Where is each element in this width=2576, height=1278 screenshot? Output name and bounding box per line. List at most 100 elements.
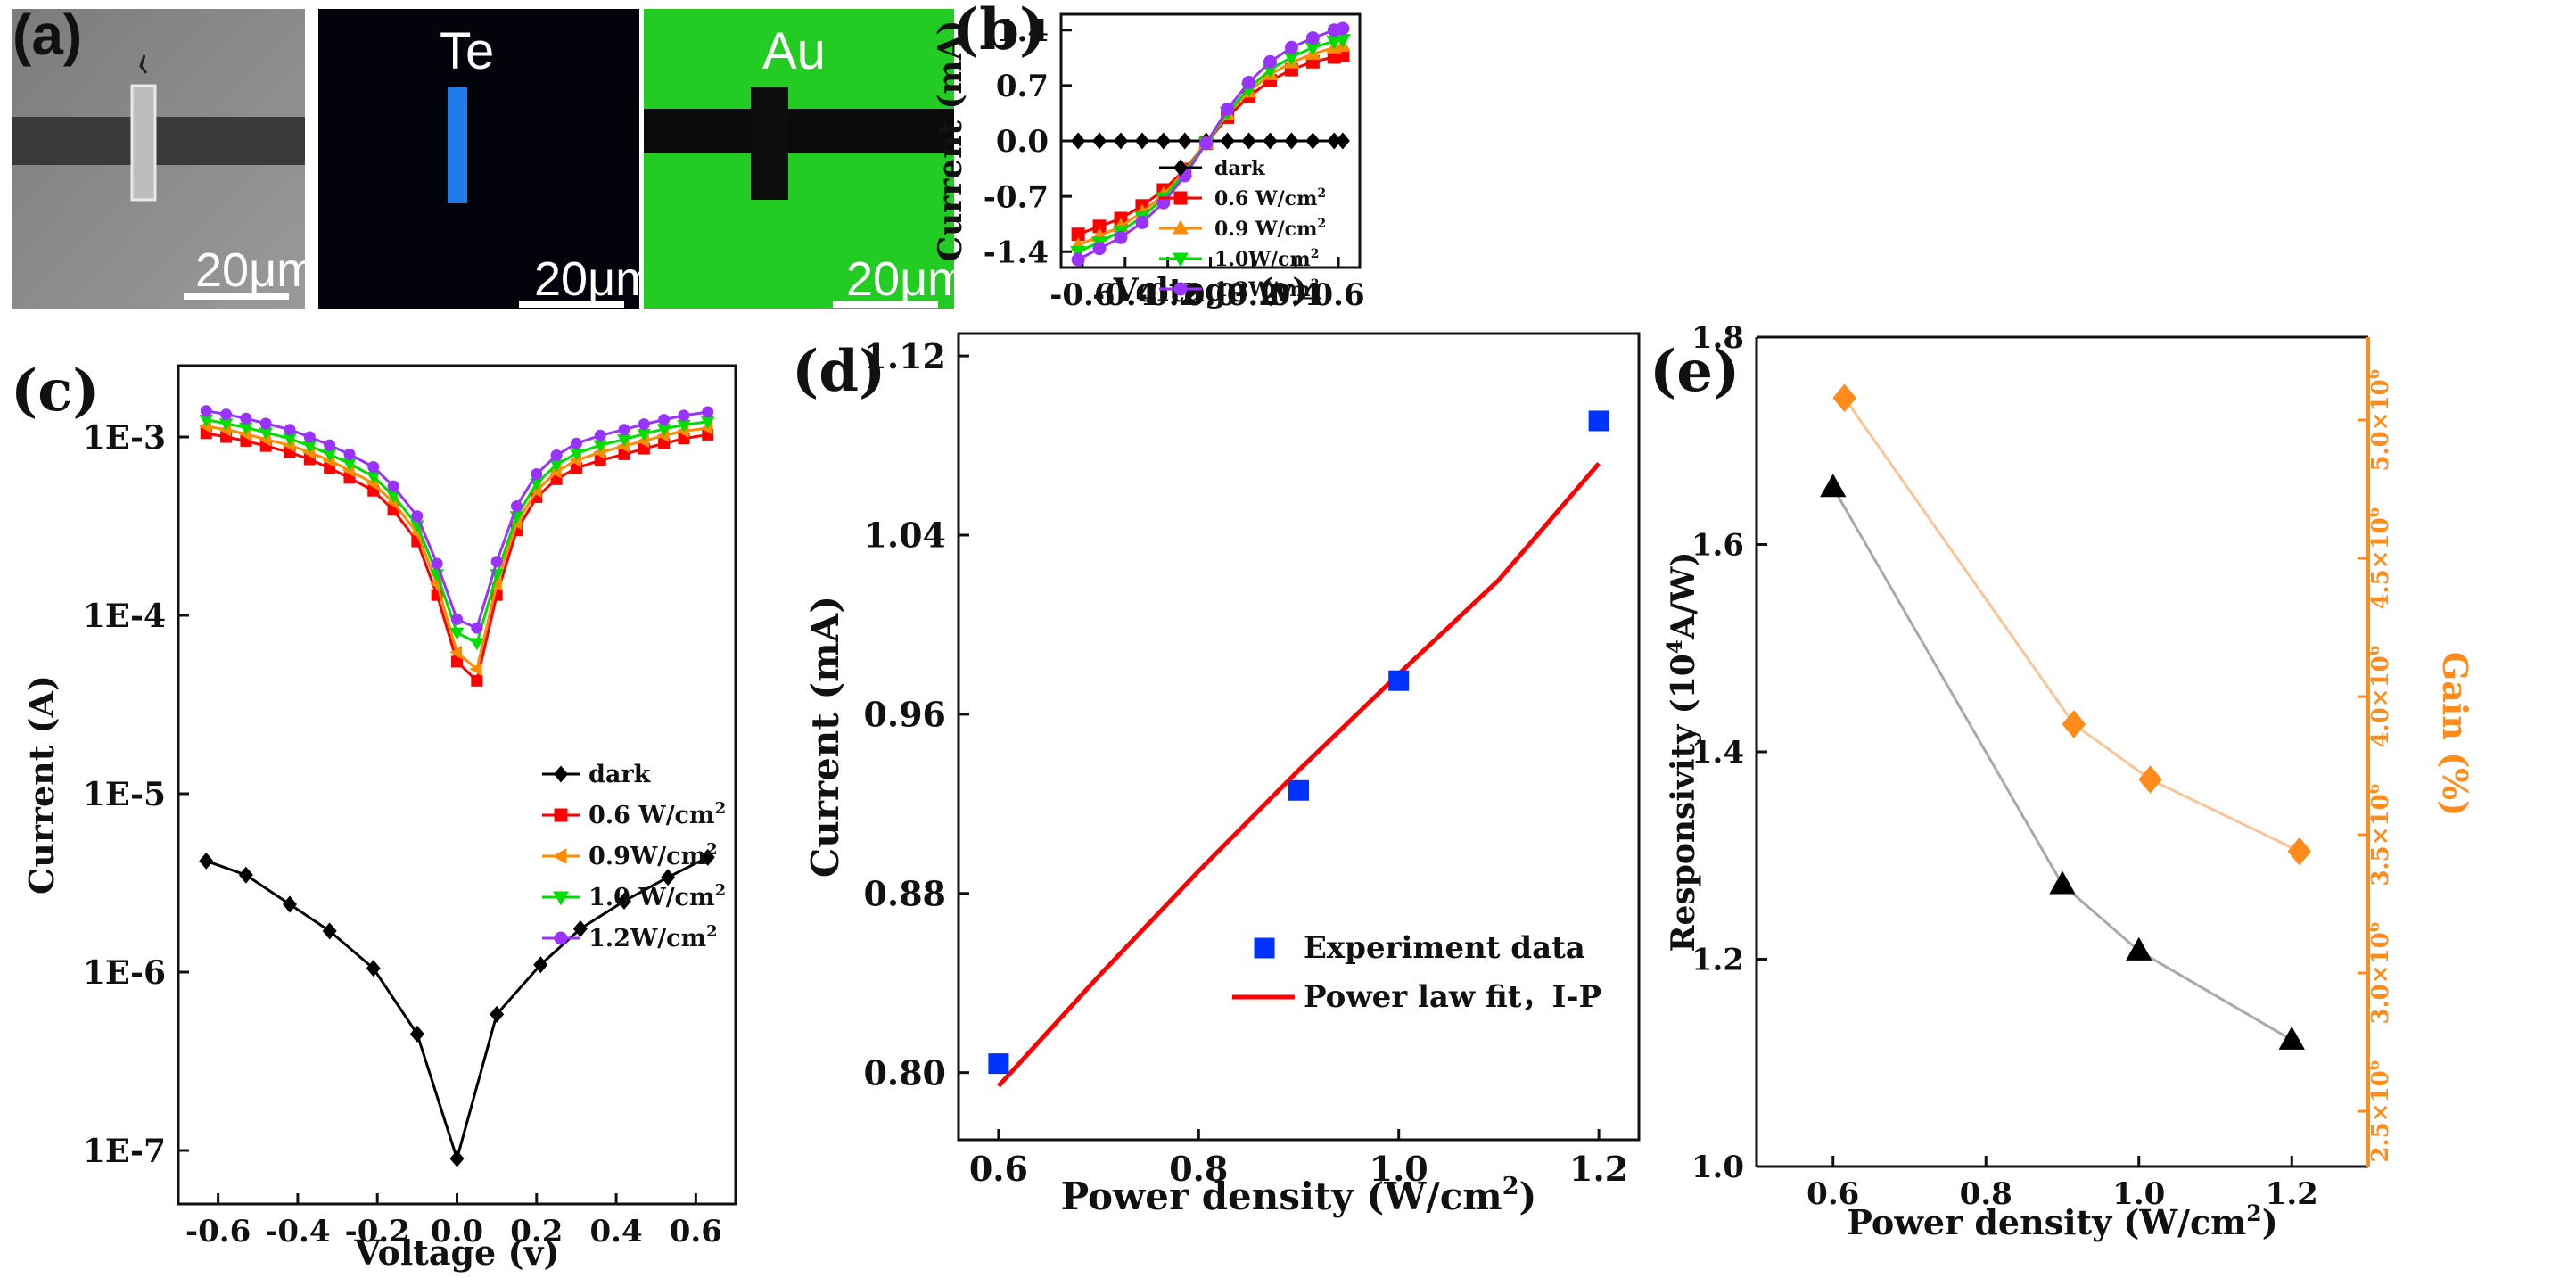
x-axis-label: Voltage (v) [354, 1233, 560, 1273]
data-point [1113, 132, 1129, 150]
x-tick-label: 0.2 [1227, 277, 1280, 313]
x-tick-label: 0.8 [1169, 1149, 1228, 1189]
y-tick-label: 1.12 [863, 336, 946, 376]
x-tick-label: 0.6 [969, 1149, 1028, 1189]
data-point [1336, 21, 1350, 36]
plot-frame [957, 332, 1641, 1142]
x-tick-label: 0.4 [589, 1214, 642, 1249]
legend-label: Experiment data [1304, 930, 1585, 966]
data-point [988, 1053, 1009, 1075]
data-point [661, 869, 676, 886]
data-point [510, 499, 523, 512]
sem-image: 20μm [12, 9, 305, 309]
data-point [1241, 132, 1256, 150]
x-tick-label: -0.2 [345, 1214, 410, 1249]
data-point [220, 408, 233, 421]
data-point [618, 424, 630, 436]
data-point [303, 431, 316, 443]
y-tick-label: 0.7 [996, 69, 1049, 104]
data-point [1092, 242, 1107, 256]
x-tick-label: 0.6 [1806, 1176, 1859, 1212]
data-point [1284, 132, 1299, 150]
y-tick-label: 1.8 [1691, 320, 1744, 356]
legend-label: 0.9W/cm2 [588, 840, 718, 870]
y-axis-label: Current (A) [21, 675, 62, 895]
data-point [616, 892, 632, 910]
y2-tick-label: 3.5×106 [2366, 783, 2394, 886]
x-tick-label: 0.6 [670, 1214, 722, 1249]
gain-point [1832, 383, 1856, 412]
legend-marker [552, 848, 567, 864]
data-point [1263, 54, 1277, 69]
x-tick-label: 0.0 [431, 1214, 483, 1249]
data-point [1156, 132, 1171, 150]
data-point [387, 480, 399, 492]
data-point [1134, 132, 1149, 150]
x-axis-label: Voltage (v) [1113, 272, 1308, 309]
data-point [431, 557, 443, 570]
panel-label-b: (b) [952, 0, 1046, 63]
data-point [1071, 132, 1086, 150]
data-point [449, 1150, 465, 1167]
data-point [678, 409, 690, 422]
data-point [1135, 215, 1149, 229]
legend-label: 1.0 W/cm2 [588, 881, 726, 911]
legend-label: 1.2W/cm2 [588, 922, 718, 952]
data-point [471, 674, 483, 687]
data-point [1114, 230, 1128, 244]
series-line [205, 432, 708, 684]
panel-label-c: (c) [11, 358, 100, 425]
data-point [343, 448, 356, 460]
te-eds-map: Te 20μm [318, 9, 639, 309]
y-axis-label: Current (mA) [803, 596, 847, 878]
plot-frame [177, 364, 737, 1206]
data-point [1242, 75, 1256, 89]
panel-label-a: (a) [12, 3, 83, 67]
legend-marker [553, 765, 569, 783]
y-tick-label: 1E-4 [83, 598, 166, 635]
data-point [490, 1005, 505, 1023]
data-point [199, 852, 214, 870]
x-axis-label: Power density (W/cm2) [1061, 1173, 1537, 1218]
data-point [572, 919, 588, 937]
data-point [1305, 132, 1321, 150]
y-tick-label: -0.7 [983, 179, 1049, 215]
chart-c: (c) -0.6 -0.4 -0.2 0.0 0.2 0.4 0.6 1E-7 1E-6 1E-5 1… [11, 358, 737, 1273]
legend-marker [554, 808, 568, 822]
scale-bar-label: 20μm [534, 252, 639, 306]
data-point [1335, 132, 1350, 150]
responsivity-line [1831, 486, 2293, 1042]
data-point [259, 417, 272, 430]
panel-label-e: (e) [1650, 338, 1740, 405]
y-tick-label: 1E-3 [83, 419, 166, 457]
legend-marker [553, 891, 569, 906]
element-label-te: Te [440, 22, 495, 80]
legend-label: 1.0W/cm2 [1214, 247, 1319, 271]
responsivity-point [2126, 936, 2152, 961]
legend-marker [1254, 937, 1275, 959]
y-tick-label: 1.4 [996, 13, 1049, 49]
legend-marker [1173, 282, 1188, 296]
legend-label: 0.6 W/cm2 [1214, 186, 1326, 210]
y-tick-label: 1E-6 [83, 954, 166, 992]
x-tick-label: 1.2 [2266, 1176, 2318, 1212]
data-point [700, 848, 715, 866]
data-point [471, 622, 483, 634]
data-point [1071, 252, 1085, 267]
y-tick-label: 0.88 [863, 873, 946, 913]
data-point [469, 662, 482, 676]
data-point [658, 414, 671, 426]
responsivity-point [2049, 870, 2076, 895]
scale-bar-label: 20μm [195, 243, 305, 297]
data-point [570, 437, 582, 449]
chart-d: (d) 0.6 0.8 1.0 1.2 0.80 0.88 0.96 1.04 1.12 Power… [792, 332, 1641, 1218]
gain-point [2287, 837, 2312, 866]
legend-marker [1173, 159, 1189, 177]
data-point [449, 627, 465, 640]
panel-label-d: (d) [792, 338, 885, 405]
data-point [1388, 670, 1410, 691]
y2-tick-label: 5.0×106 [2366, 368, 2394, 471]
data-point [1588, 410, 1609, 432]
x-tick-label: -0.4 [265, 1214, 330, 1249]
